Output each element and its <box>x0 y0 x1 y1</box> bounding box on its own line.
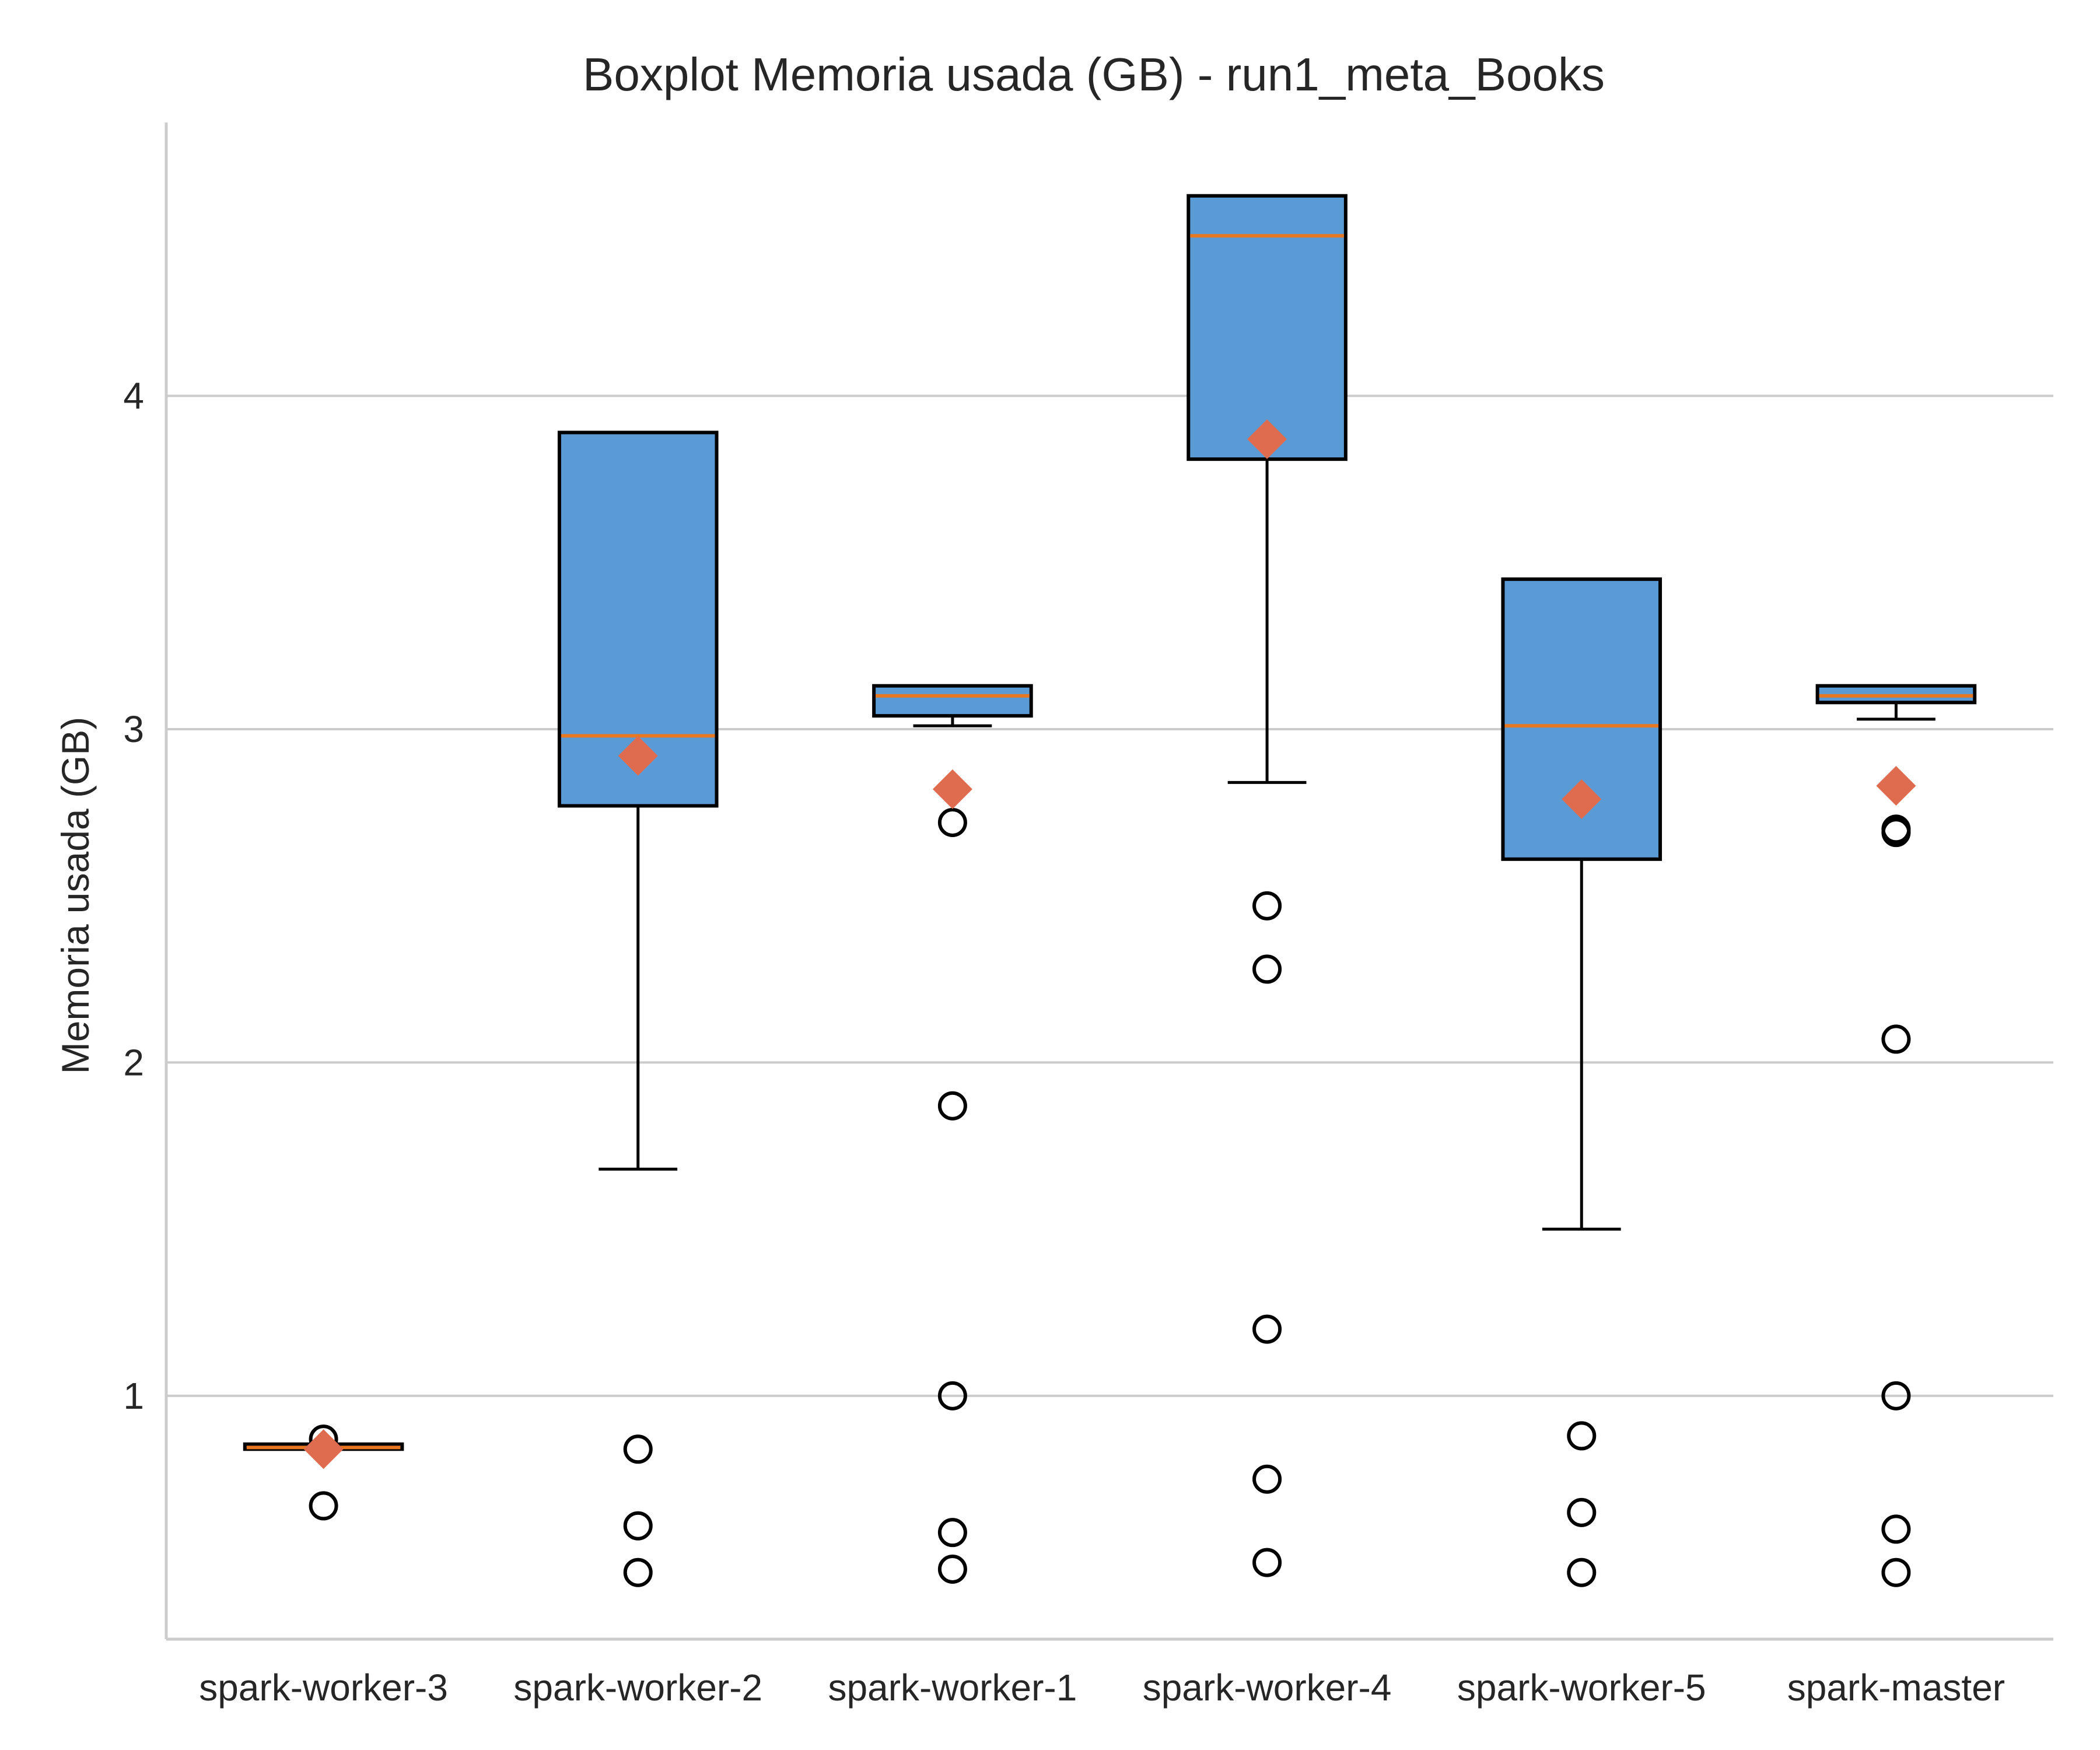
marks-layer <box>243 194 1977 1587</box>
outlier-point <box>1567 1421 1597 1451</box>
outlier-point <box>1567 1497 1597 1527</box>
outlier-point <box>623 1511 653 1541</box>
outlier-point <box>1252 1548 1282 1577</box>
box-group-spark-worker-2 <box>557 430 719 1587</box>
outlier-point <box>1881 1514 1911 1544</box>
x-tick-label: spark-worker-4 <box>1143 1667 1392 1709</box>
outlier-point <box>1881 1558 1911 1587</box>
y-axis-label: Memoria usada (GB) <box>54 717 97 1074</box>
box-group-spark-worker-3 <box>243 1424 404 1521</box>
grid-layer <box>166 394 2053 1397</box>
x-tick-label: spark-worker-5 <box>1457 1667 1706 1709</box>
chart-title: Boxplot Memoria usada (GB) - run1_meta_B… <box>583 48 1605 100</box>
outlier-point <box>1881 1024 1911 1054</box>
box <box>872 684 1033 718</box>
mean-marker <box>618 736 658 776</box>
mean-marker <box>1876 766 1916 806</box>
outlier-point <box>1567 1558 1597 1587</box>
y-tick-label: 3 <box>123 708 144 750</box>
outlier-point <box>937 1555 967 1584</box>
outlier-point <box>937 1091 967 1121</box>
x-tick-label: spark-worker-3 <box>199 1667 448 1709</box>
box-group-spark-worker-5 <box>1501 577 1662 1587</box>
outlier-point <box>1881 1381 1911 1410</box>
outlier-point <box>1252 1464 1282 1494</box>
box-group-spark-master <box>1815 684 1977 1587</box>
outlier-point <box>937 808 967 837</box>
mean-marker <box>1247 419 1287 459</box>
outlier-point <box>1252 954 1282 984</box>
y-tick-label: 1 <box>123 1375 144 1417</box>
outlier-point <box>937 1518 967 1548</box>
text-layer: Boxplot Memoria usada (GB) - run1_meta_B… <box>54 48 2005 1709</box>
x-tick-label: spark-worker-1 <box>828 1667 1077 1709</box>
outlier-point <box>623 1558 653 1587</box>
mean-marker <box>1562 779 1602 819</box>
x-tick-label: spark-master <box>1787 1667 2005 1709</box>
y-tick-label: 2 <box>123 1041 144 1083</box>
outlier-point <box>623 1434 653 1464</box>
outlier-point <box>309 1491 338 1521</box>
box <box>1186 194 1348 461</box>
outlier-point <box>1881 818 1911 848</box>
outlier-point <box>937 1381 967 1410</box>
mean-marker <box>932 769 972 809</box>
x-tick-label: spark-worker-2 <box>513 1667 762 1709</box>
y-tick-label: 4 <box>123 375 144 417</box>
outlier-point <box>1252 1314 1282 1344</box>
outlier-point <box>1252 891 1282 921</box>
box-group-spark-worker-4 <box>1186 194 1348 1577</box>
mean-marker <box>303 1429 344 1469</box>
box-group-spark-worker-1 <box>872 684 1033 1584</box>
axis-layer <box>164 123 2053 1641</box>
